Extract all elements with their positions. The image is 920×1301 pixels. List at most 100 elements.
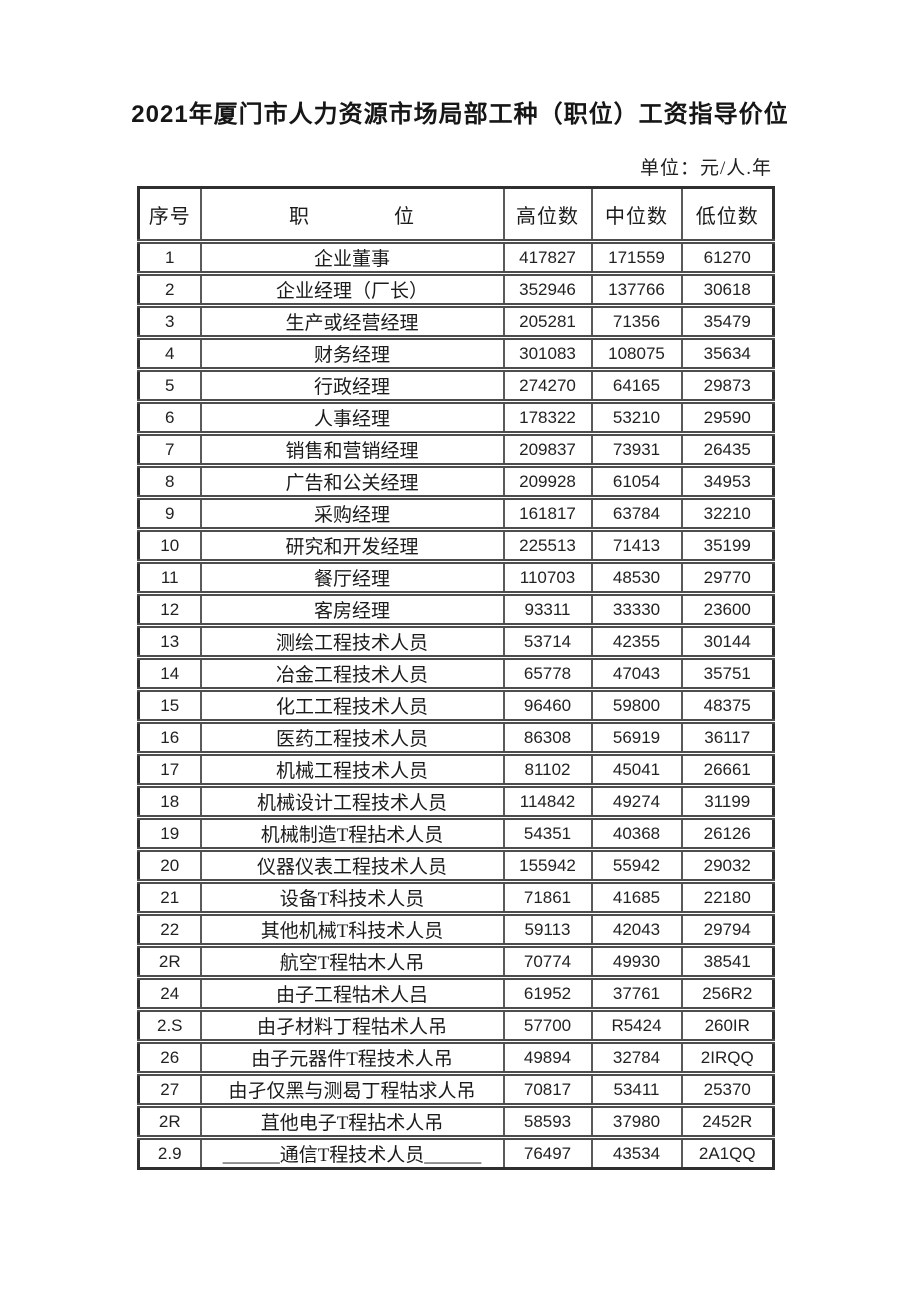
row-low-cell: 29590 (680, 399, 775, 434)
row-low-cell: 31199 (680, 783, 775, 818)
row-low-cell: 2IRQQ (680, 1039, 775, 1074)
table-row: 2 企业经理（厂长） 352946 137766 30618 (137, 271, 775, 306)
row-position-cell: 财务经理 (199, 335, 505, 370)
row-position-cell: 研究和开发经理 (199, 527, 505, 562)
row-position-cell: 由子元器件T程技术人吊 (199, 1039, 505, 1074)
row-low-cell: 36117 (680, 719, 775, 754)
table-row: 4 财务经理 301083 108075 35634 (137, 335, 775, 370)
row-median-cell: 41685 (590, 879, 683, 914)
row-position-cell: 企业董事 (199, 239, 505, 274)
row-index-cell: 13 (137, 623, 202, 658)
table-row: 27 由孑仅黑与测曷丁程牯求人吊 70817 53411 25370 (137, 1071, 775, 1106)
row-index-cell: 12 (137, 591, 202, 626)
row-position-cell: 测绘工程技术人员 (199, 623, 505, 658)
row-median-cell: 55942 (590, 847, 683, 882)
row-median-cell: 42043 (590, 911, 683, 946)
table-row: 11 餐厅经理 110703 48530 29770 (137, 559, 775, 594)
table-row: 22 其他机械T科技术人员 59113 42043 29794 (137, 911, 775, 946)
row-index-cell: 14 (137, 655, 202, 690)
row-index-cell: 2 (137, 271, 202, 306)
row-low-cell: 26126 (680, 815, 775, 850)
row-index-cell: 27 (137, 1071, 202, 1106)
row-high-cell: 53714 (502, 623, 593, 658)
row-high-cell: 352946 (502, 271, 593, 306)
table-row: 2R 航空T程牯木人吊 70774 49930 38541 (137, 943, 775, 978)
row-index-cell: 2.S (137, 1007, 202, 1042)
row-low-cell: 30618 (680, 271, 775, 306)
wage-guidance-table: 序号 职 位 高位数 中位数 低位数 1 企业董事 417827 171559 … (137, 186, 775, 1170)
row-median-cell: 45041 (590, 751, 683, 786)
row-index-cell: 21 (137, 879, 202, 914)
row-position-cell: 企业经理（厂长） (199, 271, 505, 306)
row-median-cell: 47043 (590, 655, 683, 690)
row-high-cell: 54351 (502, 815, 593, 850)
row-high-cell: 61952 (502, 975, 593, 1010)
row-low-cell: 34953 (680, 463, 775, 498)
table-row: 14 冶金工程技术人员 65778 47043 35751 (137, 655, 775, 690)
row-low-cell: 256R2 (680, 975, 775, 1010)
table-row: 15 化工工程技术人员 96460 59800 48375 (137, 687, 775, 722)
row-low-cell: 2452R (680, 1103, 775, 1138)
row-position-cell: 机械设计工程技术人员 (199, 783, 505, 818)
table-row: 1 企业董事 417827 171559 61270 (137, 239, 775, 274)
unit-note: 单位：元/人.年 (639, 158, 772, 179)
row-index-cell: 11 (137, 559, 202, 594)
row-index-cell: 4 (137, 335, 202, 370)
row-low-cell: 35634 (680, 335, 775, 370)
row-index-cell: 22 (137, 911, 202, 946)
table-row: 10 研究和开发经理 225513 71413 35199 (137, 527, 775, 562)
row-high-cell: 161817 (502, 495, 593, 530)
row-high-cell: 155942 (502, 847, 593, 882)
row-median-cell: 53210 (590, 399, 683, 434)
row-index-cell: 7 (137, 431, 202, 466)
row-index-cell: 20 (137, 847, 202, 882)
row-low-cell: 38541 (680, 943, 775, 978)
row-median-cell: 71356 (590, 303, 683, 338)
table-row: 19 机械制造T程拈术人员 54351 40368 26126 (137, 815, 775, 850)
table-row: 6 人事经理 178322 53210 29590 (137, 399, 775, 434)
table-row: 16 医药工程技术人员 86308 56919 36117 (137, 719, 775, 754)
row-median-cell: 63784 (590, 495, 683, 530)
row-median-cell: 56919 (590, 719, 683, 754)
row-median-cell: 37761 (590, 975, 683, 1010)
table-row: 13 测绘工程技术人员 53714 42355 30144 (137, 623, 775, 658)
row-high-cell: 76497 (502, 1135, 593, 1169)
row-position-cell: 人事经理 (199, 399, 505, 434)
row-index-cell: 2R (137, 1103, 202, 1138)
row-position-cell: 生产或经营经理 (199, 303, 505, 338)
row-median-cell: 171559 (590, 239, 683, 274)
row-high-cell: 70774 (502, 943, 593, 978)
row-index-cell: 9 (137, 495, 202, 530)
row-high-cell: 57700 (502, 1007, 593, 1042)
header-median: 中位数 (590, 187, 683, 242)
row-low-cell: 29770 (680, 559, 775, 594)
row-high-cell: 49894 (502, 1039, 593, 1074)
row-high-cell: 114842 (502, 783, 593, 818)
row-low-cell: 30144 (680, 623, 775, 658)
row-low-cell: 32210 (680, 495, 775, 530)
row-index-cell: 26 (137, 1039, 202, 1074)
row-high-cell: 209837 (502, 431, 593, 466)
header-high: 高位数 (502, 187, 593, 242)
row-median-cell: 32784 (590, 1039, 683, 1074)
row-high-cell: 274270 (502, 367, 593, 402)
row-high-cell: 417827 (502, 239, 593, 274)
row-median-cell: 49274 (590, 783, 683, 818)
table-row: 5 行政经理 274270 64165 29873 (137, 367, 775, 402)
table-row: 2.9 ______通信T程技术人员______ 76497 43534 2A1… (137, 1135, 775, 1169)
row-index-cell: 3 (137, 303, 202, 338)
page-title: 2021年厦门市人力资源市场局部工种（职位）工资指导价位 (131, 101, 789, 128)
row-median-cell: 42355 (590, 623, 683, 658)
row-position-cell: 广告和公关经理 (199, 463, 505, 498)
row-position-cell: 机械制造T程拈术人员 (199, 815, 505, 850)
row-low-cell: 260IR (680, 1007, 775, 1042)
row-low-cell: 25370 (680, 1071, 775, 1106)
table-row: 9 采购经理 161817 63784 32210 (137, 495, 775, 530)
row-high-cell: 205281 (502, 303, 593, 338)
row-position-cell: 销售和营销经理 (199, 431, 505, 466)
row-low-cell: 29873 (680, 367, 775, 402)
row-median-cell: 48530 (590, 559, 683, 594)
row-high-cell: 59113 (502, 911, 593, 946)
row-low-cell: 48375 (680, 687, 775, 722)
